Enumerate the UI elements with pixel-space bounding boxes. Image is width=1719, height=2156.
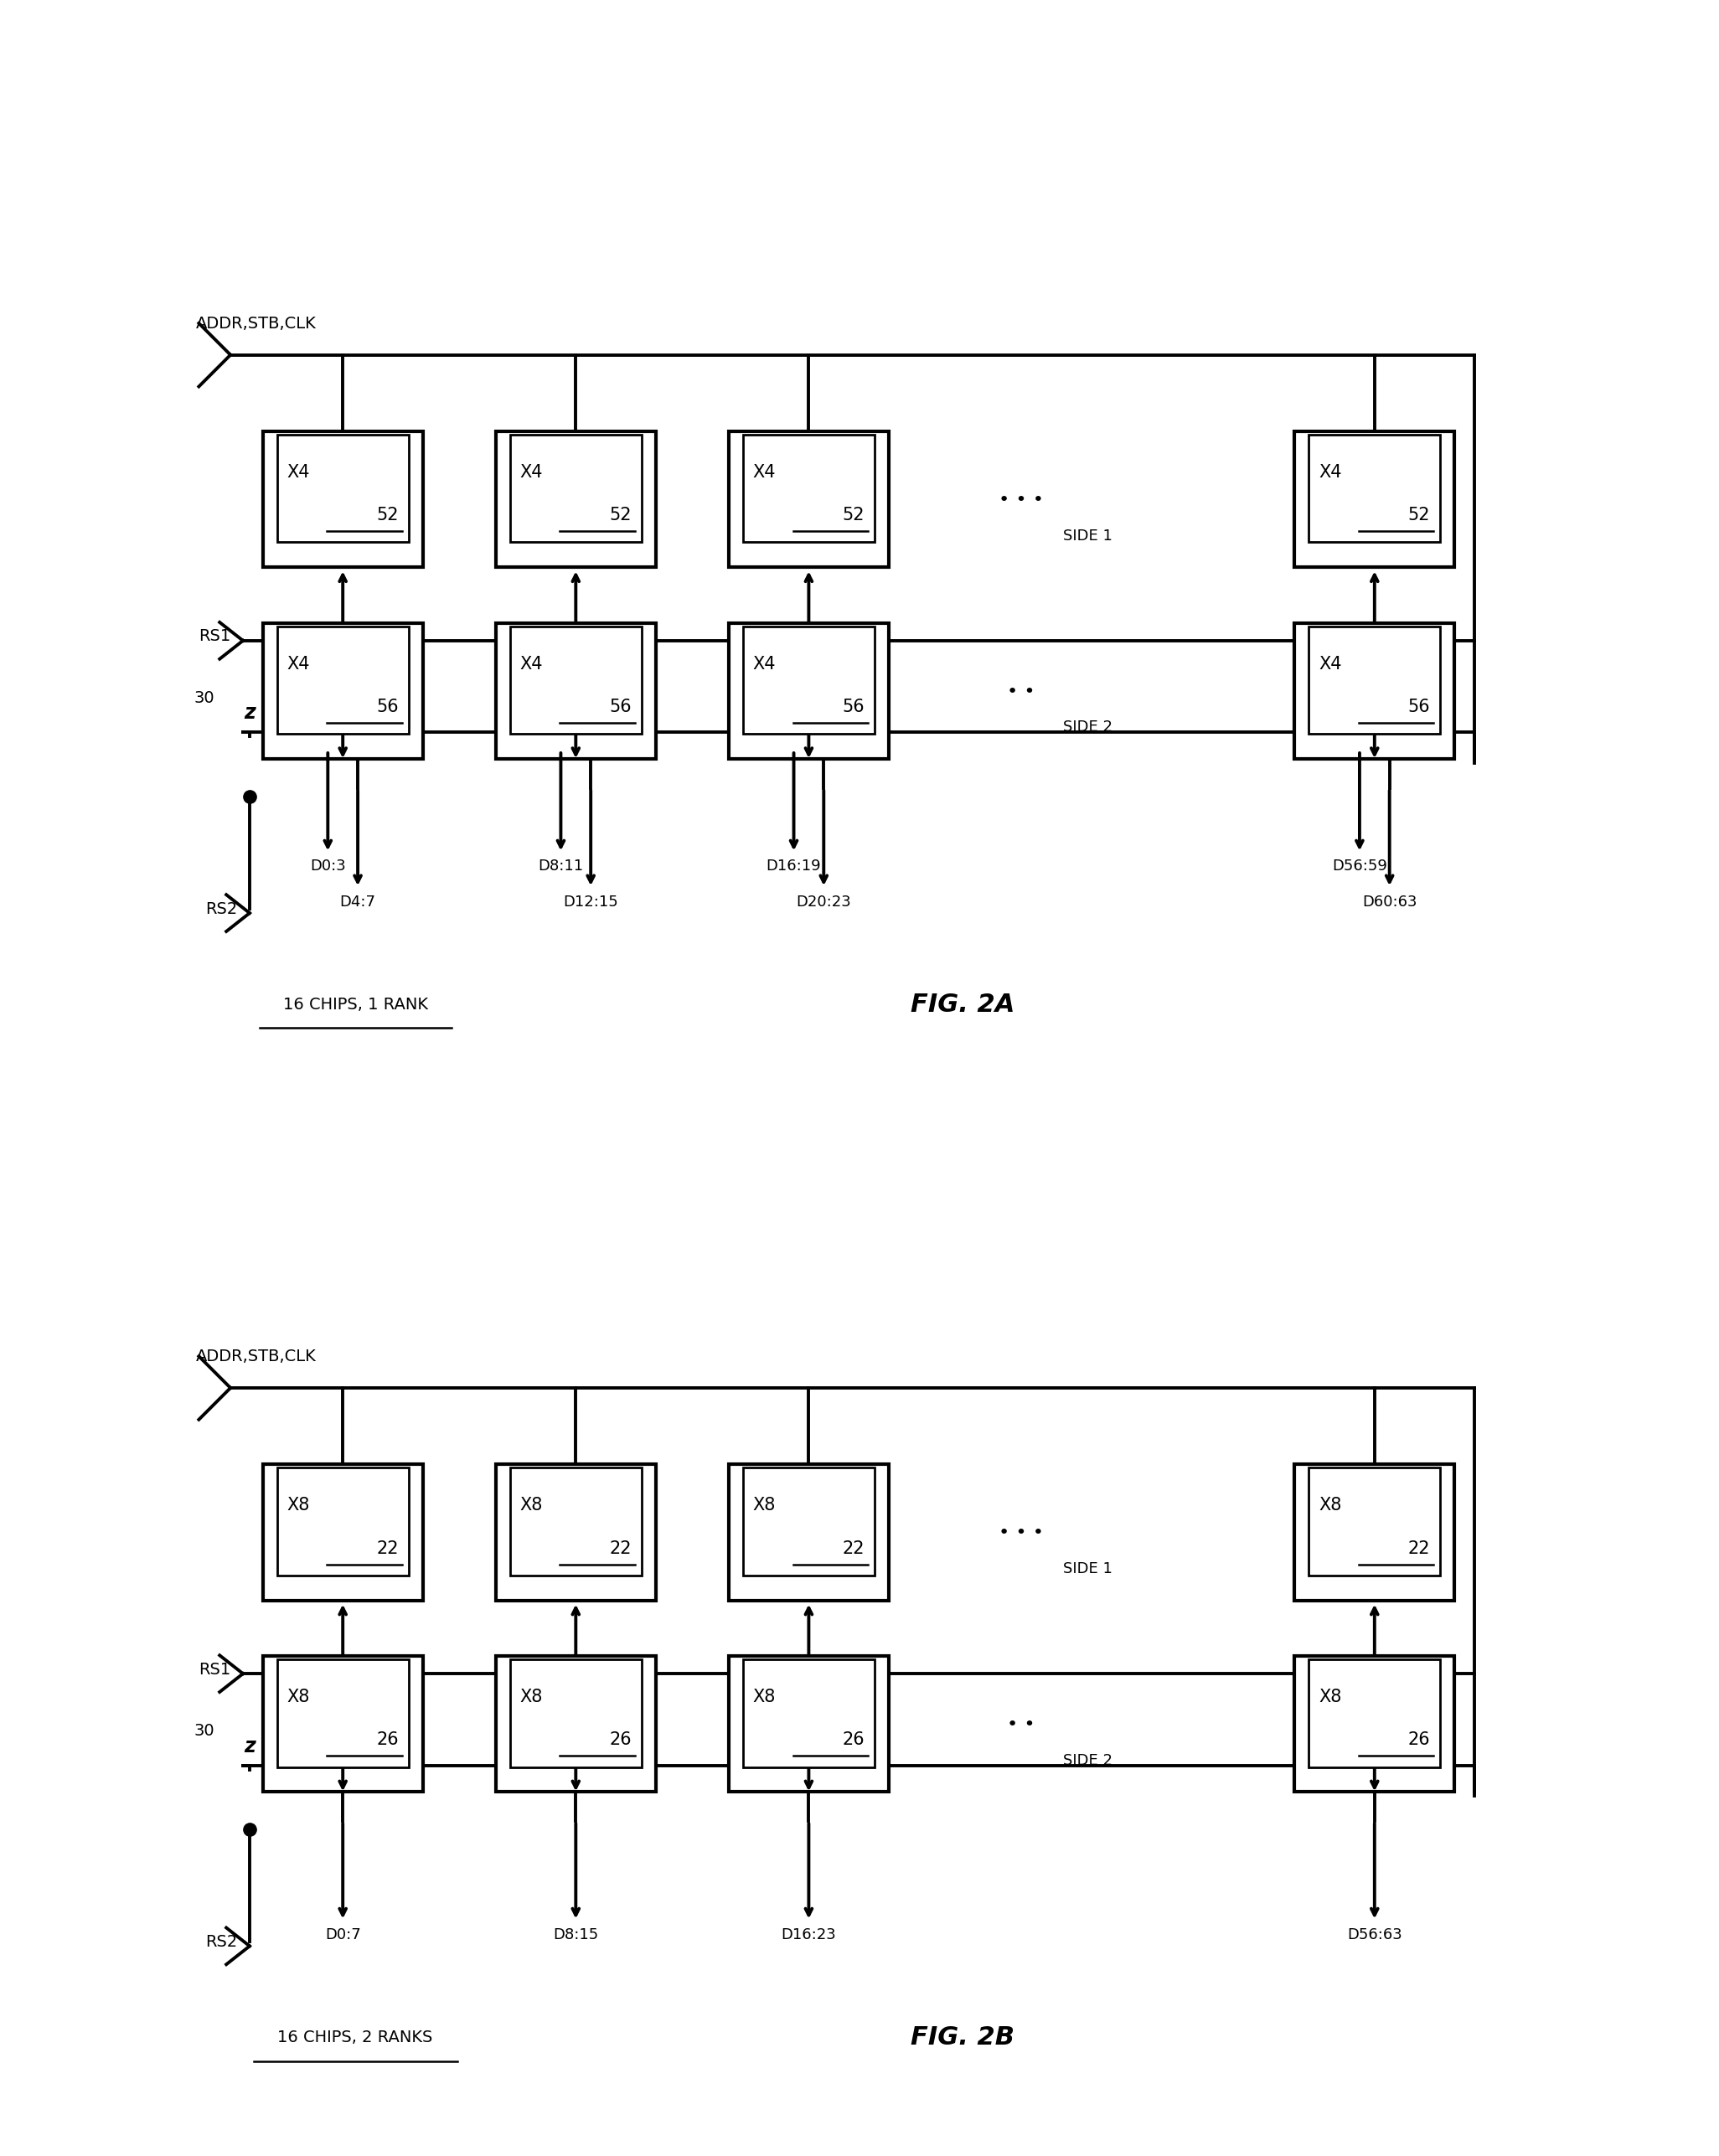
Bar <box>729 623 889 759</box>
Text: D0:7: D0:7 <box>325 1927 361 1943</box>
Text: X8: X8 <box>1318 1688 1343 1705</box>
Bar <box>511 1660 641 1768</box>
Text: 22: 22 <box>376 1539 399 1557</box>
Text: X4: X4 <box>521 655 543 673</box>
Bar <box>1308 436 1441 543</box>
Text: D0:3: D0:3 <box>309 858 346 873</box>
Bar <box>511 1468 641 1576</box>
Bar <box>495 1656 655 1792</box>
Text: SIDE 1: SIDE 1 <box>1062 1561 1112 1576</box>
Text: FIG. 2B: FIG. 2B <box>911 2027 1014 2050</box>
Bar <box>263 1656 423 1792</box>
Text: 22: 22 <box>1408 1539 1430 1557</box>
Text: z: z <box>244 1736 256 1757</box>
Text: 56: 56 <box>842 699 865 716</box>
Bar <box>263 623 423 759</box>
Text: 22: 22 <box>842 1539 865 1557</box>
Text: X4: X4 <box>1318 464 1343 481</box>
Bar <box>263 431 423 567</box>
Text: RS2: RS2 <box>205 901 237 916</box>
Text: 26: 26 <box>609 1731 631 1749</box>
Bar <box>495 623 655 759</box>
Text: • • •: • • • <box>999 492 1043 509</box>
Bar <box>729 1656 889 1792</box>
Bar <box>1308 1660 1441 1768</box>
Text: 52: 52 <box>609 507 631 524</box>
Bar <box>1294 623 1454 759</box>
Bar <box>743 436 875 543</box>
Text: z: z <box>244 703 256 722</box>
Text: • •: • • <box>1007 683 1035 701</box>
Text: D56:59: D56:59 <box>1332 858 1387 873</box>
Bar <box>277 1660 409 1768</box>
Text: D4:7: D4:7 <box>340 895 376 910</box>
Text: ADDR,STB,CLK: ADDR,STB,CLK <box>196 315 316 332</box>
Text: X4: X4 <box>753 464 775 481</box>
Text: X8: X8 <box>287 1496 309 1514</box>
Text: RS2: RS2 <box>205 1934 237 1949</box>
Text: X4: X4 <box>1318 655 1343 673</box>
Bar <box>511 627 641 733</box>
Text: 52: 52 <box>376 507 399 524</box>
Text: SIDE 1: SIDE 1 <box>1062 528 1112 543</box>
Bar <box>277 436 409 543</box>
Text: X4: X4 <box>287 464 309 481</box>
Bar <box>495 1464 655 1600</box>
Bar <box>263 1464 423 1600</box>
Text: X4: X4 <box>287 655 309 673</box>
Text: X8: X8 <box>521 1688 543 1705</box>
Text: 56: 56 <box>1408 699 1430 716</box>
Text: ADDR,STB,CLK: ADDR,STB,CLK <box>196 1350 316 1365</box>
Bar <box>1308 627 1441 733</box>
Text: X8: X8 <box>521 1496 543 1514</box>
Text: 22: 22 <box>609 1539 631 1557</box>
Bar <box>511 436 641 543</box>
Text: SIDE 2: SIDE 2 <box>1062 1753 1112 1768</box>
Text: D20:23: D20:23 <box>796 895 851 910</box>
Text: 26: 26 <box>1408 1731 1430 1749</box>
Text: D16:19: D16:19 <box>767 858 822 873</box>
Text: • • •: • • • <box>999 1524 1043 1542</box>
Text: D8:15: D8:15 <box>554 1927 598 1943</box>
Bar <box>1294 431 1454 567</box>
Text: 26: 26 <box>376 1731 399 1749</box>
Bar <box>743 1660 875 1768</box>
Text: 52: 52 <box>842 507 865 524</box>
Text: RS1: RS1 <box>198 630 230 645</box>
Text: 56: 56 <box>609 699 631 716</box>
Text: SIDE 2: SIDE 2 <box>1062 720 1112 735</box>
Bar <box>277 627 409 733</box>
Bar <box>743 1468 875 1576</box>
Bar <box>729 431 889 567</box>
Text: 30: 30 <box>194 1723 215 1740</box>
Text: D16:23: D16:23 <box>780 1927 835 1943</box>
Text: X8: X8 <box>753 1688 775 1705</box>
Bar <box>743 627 875 733</box>
Text: X4: X4 <box>521 464 543 481</box>
Text: 26: 26 <box>842 1731 865 1749</box>
Bar <box>729 1464 889 1600</box>
Bar <box>1294 1464 1454 1600</box>
Text: 16 CHIPS, 1 RANK: 16 CHIPS, 1 RANK <box>284 996 428 1013</box>
Text: X4: X4 <box>753 655 775 673</box>
Text: 30: 30 <box>194 690 215 705</box>
Text: • •: • • <box>1007 1716 1035 1733</box>
Text: RS1: RS1 <box>198 1662 230 1677</box>
Text: D12:15: D12:15 <box>564 895 619 910</box>
Text: X8: X8 <box>753 1496 775 1514</box>
Bar <box>277 1468 409 1576</box>
Text: D8:11: D8:11 <box>538 858 583 873</box>
Text: 16 CHIPS, 2 RANKS: 16 CHIPS, 2 RANKS <box>278 2029 433 2046</box>
Text: D60:63: D60:63 <box>1361 895 1416 910</box>
Bar <box>1308 1468 1441 1576</box>
Text: 56: 56 <box>376 699 399 716</box>
Text: 52: 52 <box>1408 507 1430 524</box>
Text: X8: X8 <box>287 1688 309 1705</box>
Text: D56:63: D56:63 <box>1348 1927 1403 1943</box>
Bar <box>495 431 655 567</box>
Bar <box>1294 1656 1454 1792</box>
Text: X8: X8 <box>1318 1496 1343 1514</box>
Text: FIG. 2A: FIG. 2A <box>911 992 1014 1018</box>
